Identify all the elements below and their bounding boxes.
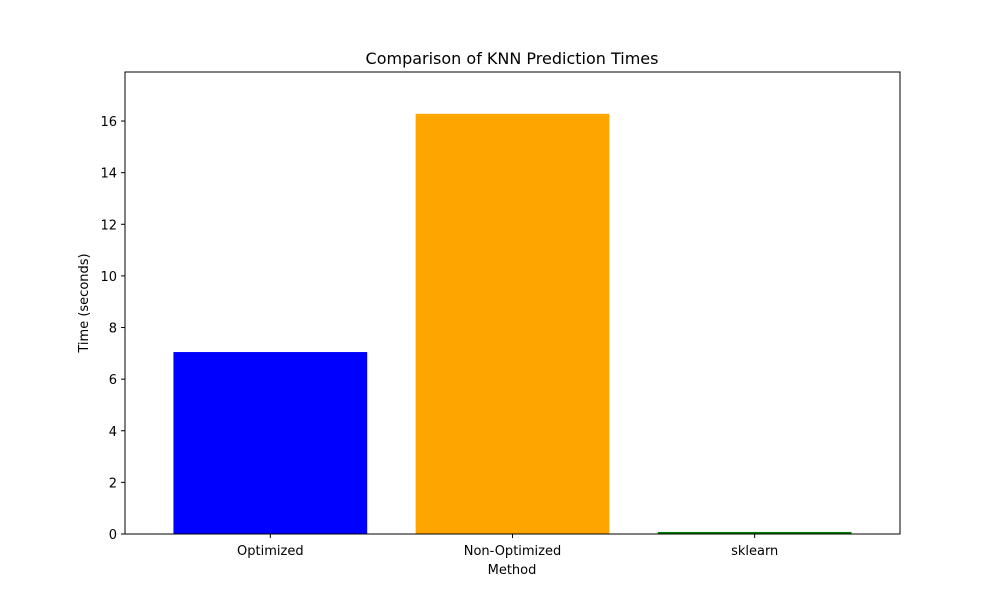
- y-tick-label: 12: [100, 218, 117, 233]
- x-tick-label: sklearn: [731, 544, 778, 559]
- y-tick-label: 6: [109, 373, 117, 388]
- bar-non-optimized: [415, 113, 610, 534]
- x-axis-label: Method: [488, 563, 537, 578]
- bar-sklearn: [657, 531, 852, 534]
- y-tick-label: 8: [109, 322, 117, 337]
- x-tick-label: Non-Optimized: [464, 544, 562, 559]
- x-axis-ticks: Optimized Non-Optimized sklearn: [237, 534, 778, 559]
- chart-title: Comparison of KNN Prediction Times: [366, 49, 659, 68]
- y-tick-label: 0: [109, 528, 117, 543]
- y-axis-label: Time (seconds): [77, 253, 92, 353]
- y-tick-label: 16: [100, 115, 117, 130]
- y-axis-ticks: 0 2 4 6 8 10 12 14 16: [100, 115, 125, 543]
- bars-layer: [173, 113, 852, 534]
- y-tick-label: 2: [109, 476, 117, 491]
- y-tick-label: 4: [109, 425, 117, 440]
- x-tick-label: Optimized: [237, 544, 304, 559]
- bar-optimized: [173, 352, 368, 534]
- y-tick-label: 10: [100, 270, 117, 285]
- y-tick-label: 14: [100, 167, 117, 182]
